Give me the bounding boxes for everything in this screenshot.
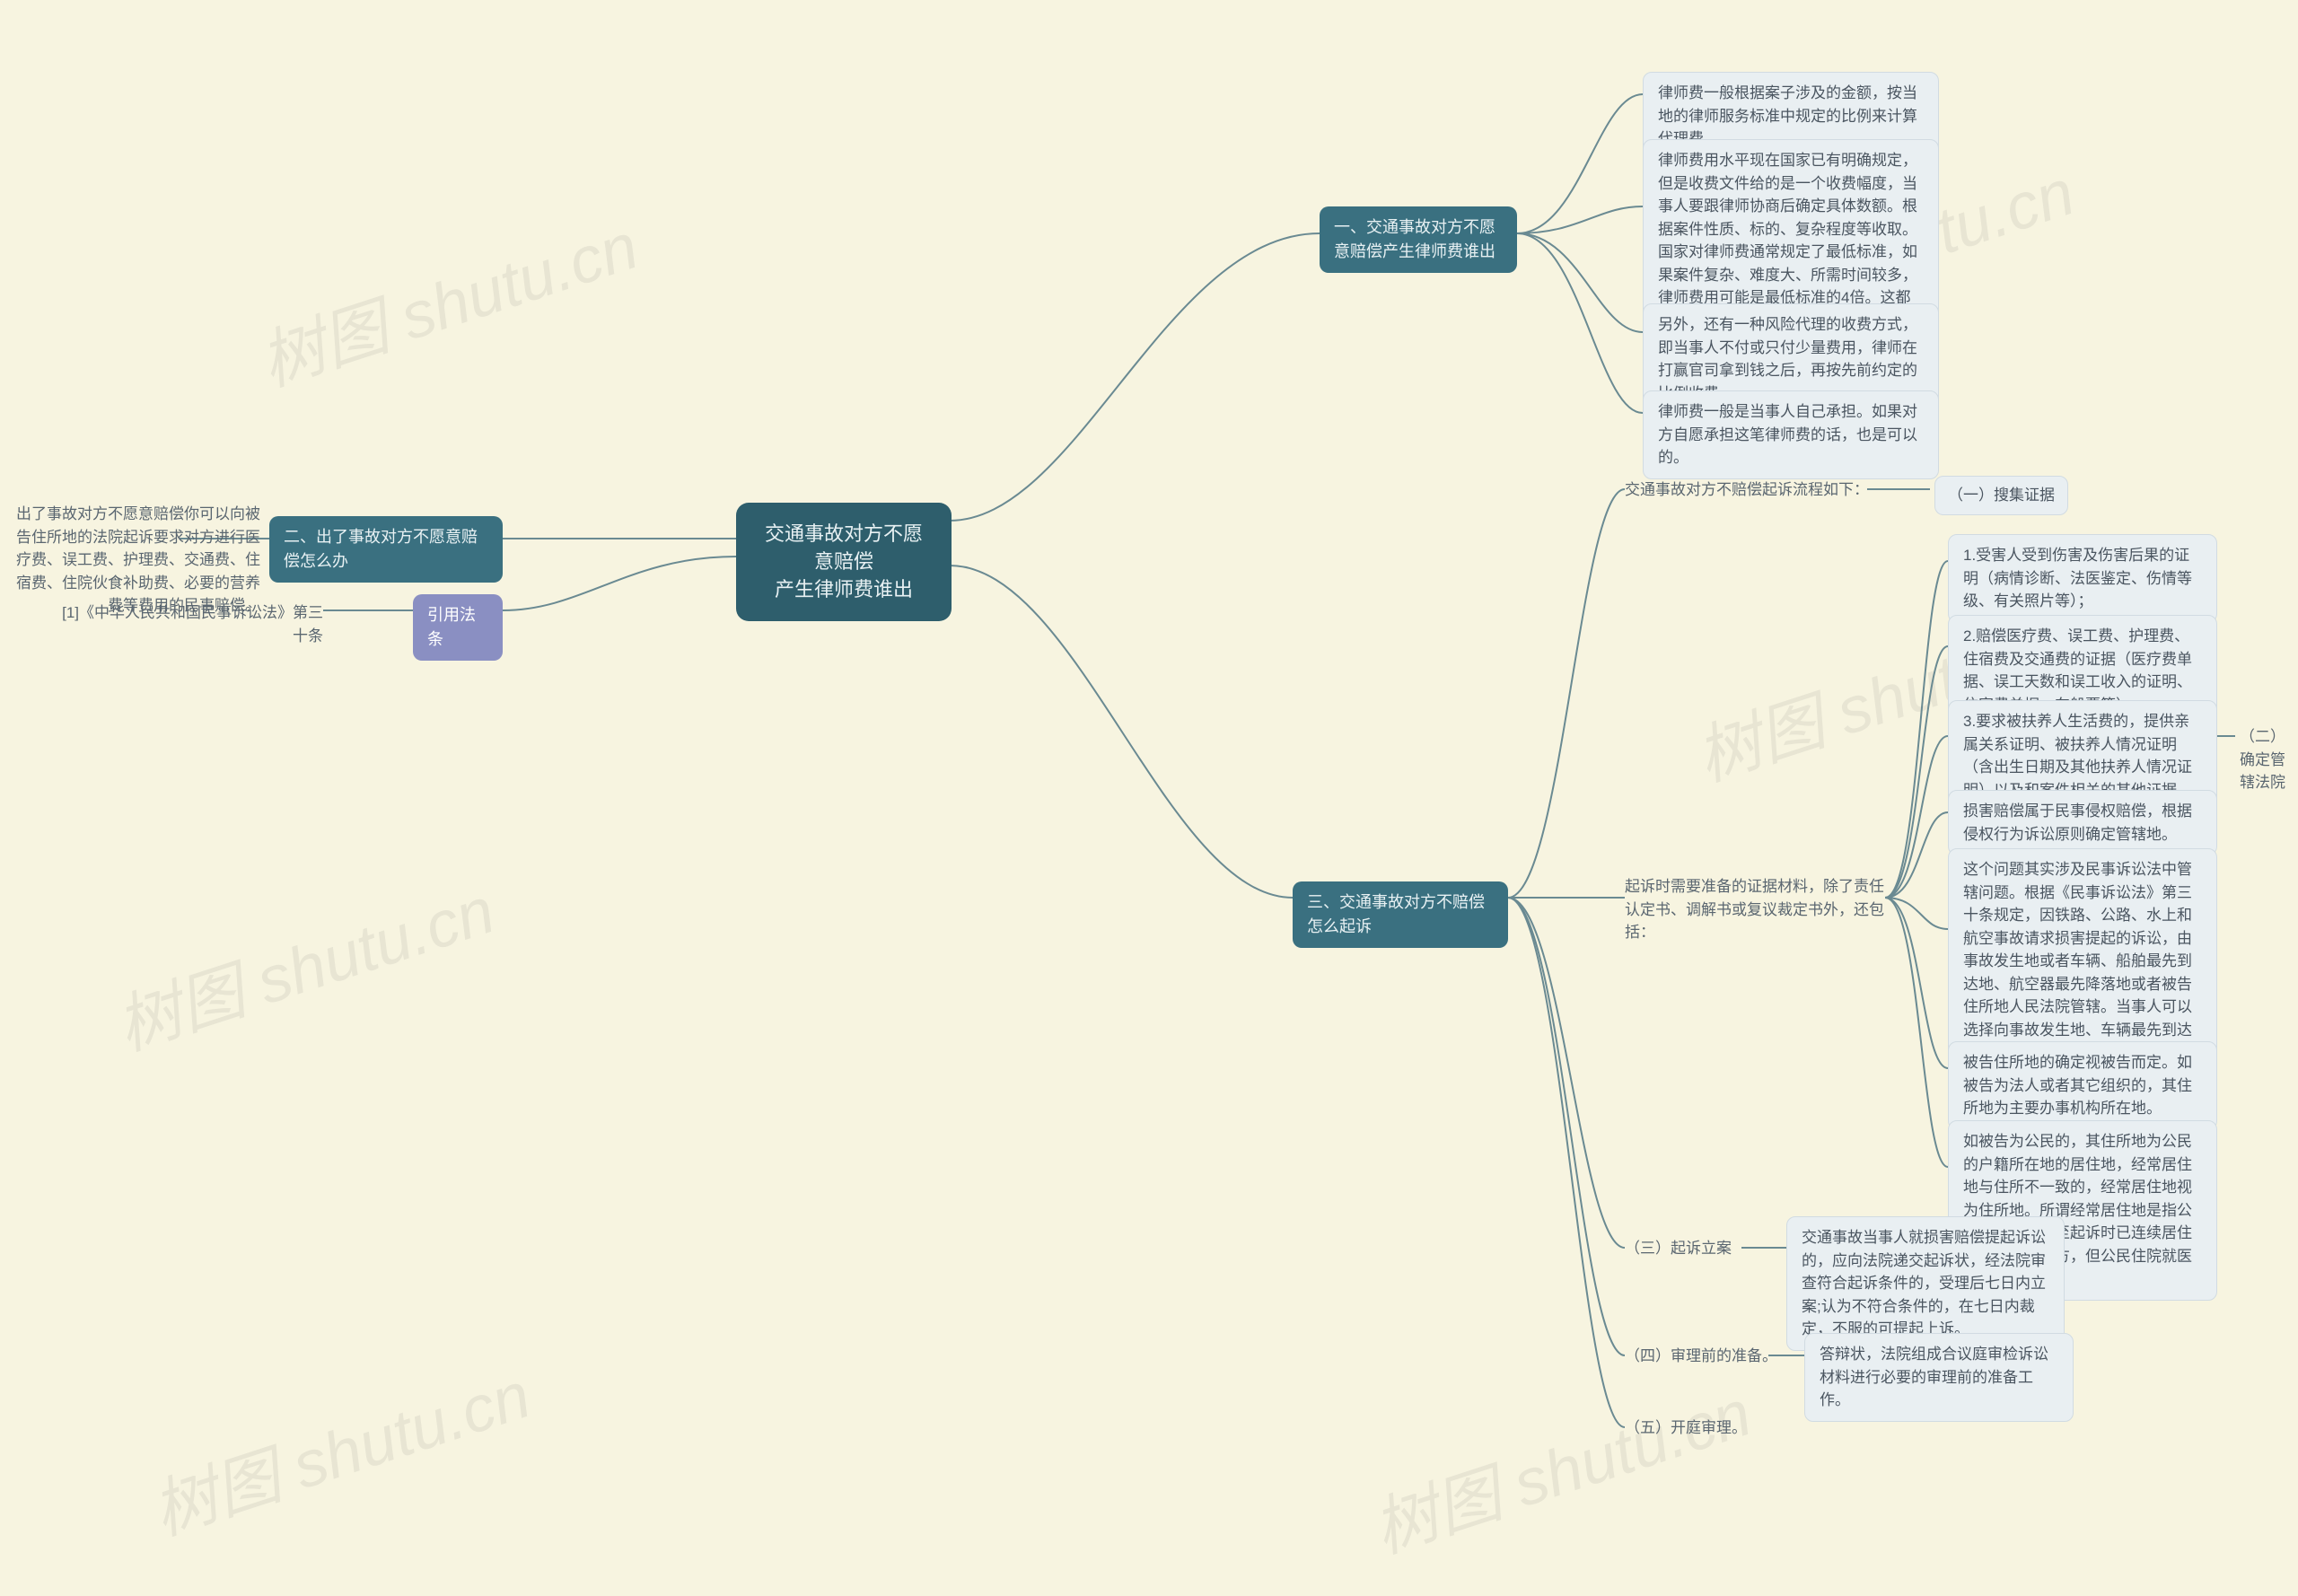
step-4-text: 答辩状，法院组成合议庭审检诉讼材料进行必要的审理前的准备工作。 [1804, 1333, 2074, 1422]
branch-3: 三、交通事故对方不赔偿怎么起诉 [1293, 881, 1508, 948]
ref-leaf: [1]《中华人民共和国民事诉讼法》第三十条 [54, 601, 323, 647]
branch2-leaf: 出了事故对方不愿意赔偿你可以向被告住所地的法院起诉要求对方进行医疗费、误工费、护… [9, 503, 260, 618]
watermark: 树图 shutu.cn [246, 193, 647, 404]
branch-2: 二、出了事故对方不愿意赔偿怎么办 [269, 516, 503, 583]
branch1-leaf-4: 律师费一般是当事人自己承担。如果对方自愿承担这笔律师费的话，也是可以的。 [1643, 390, 1939, 479]
court-3: 被告住所地的确定视被告而定。如被告为法人或者其它组织的，其住所地为主要办事机构所… [1948, 1041, 2217, 1130]
evidence-label: 起诉时需要准备的证据材料，除了责任认定书、调解书或复议裁定书外，还包括： [1625, 875, 1885, 944]
court-1: 损害赔偿属于民事侵权赔偿，根据侵权行为诉讼原则确定管辖地。 [1948, 790, 2217, 855]
step-4: （四）审理前的准备。 [1625, 1345, 1777, 1368]
branch-1: 一、交通事故对方不愿意赔偿产生律师费谁出 [1320, 206, 1517, 273]
center-node: 交通事故对方不愿意赔偿 产生律师费谁出 [736, 503, 952, 621]
ref-branch: 引用法条 [413, 594, 503, 661]
step-1: （一）搜集证据 [1934, 476, 2068, 515]
watermark: 树图 shutu.cn [138, 1342, 539, 1553]
watermark: 树图 shutu.cn [102, 857, 504, 1068]
process-label: 交通事故对方不赔偿起诉流程如下： [1625, 478, 1869, 502]
watermark: 树图 shutu.cn [1359, 1360, 1760, 1571]
ev-1: 1.受害人受到伤害及伤害后果的证明（病情诊断、法医鉴定、伤情等级、有关照片等）； [1948, 534, 2217, 623]
center-title-2: 产生律师费谁出 [758, 576, 930, 604]
step-2: （二）确定管辖法院 [2240, 725, 2294, 794]
step-3: （三）起诉立案 [1625, 1237, 1732, 1260]
step-5: （五）开庭审理。 [1625, 1416, 1747, 1440]
center-title-1: 交通事故对方不愿意赔偿 [758, 521, 930, 576]
step-3-text: 交通事故当事人就损害赔偿提起诉讼的，应向法院递交起诉状，经法院审查符合起诉条件的… [1786, 1216, 2065, 1351]
